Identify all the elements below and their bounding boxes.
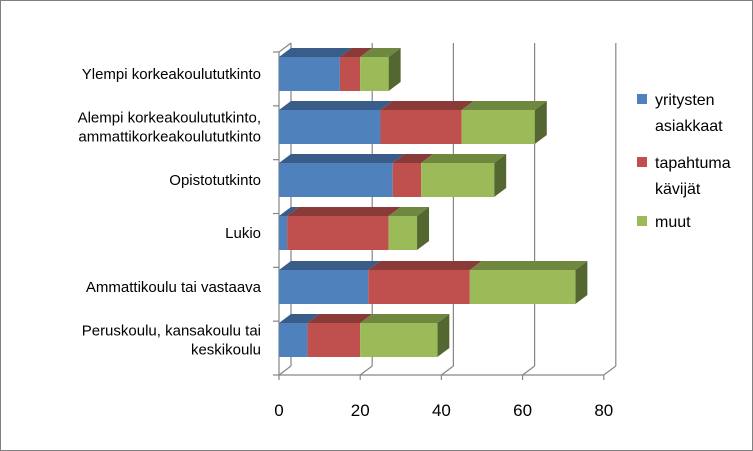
x-tick-label: 60 (513, 401, 532, 420)
category-label: Ammattikoulu tai vastaava (86, 279, 262, 296)
bar-side-face (388, 48, 401, 91)
legend-swatch (637, 94, 647, 104)
bar-segment-2 (360, 323, 438, 357)
category-label: Ylempi korkeakoulututkinto (82, 66, 261, 83)
bar-segment-1 (287, 216, 389, 250)
bar-top-face (279, 101, 393, 110)
floor-gridline (359, 365, 373, 376)
bar-side-face (494, 154, 507, 197)
floor-gridline (441, 365, 454, 376)
bar-side-face (534, 101, 547, 144)
grid-layer (273, 42, 617, 380)
bar-top-face (307, 314, 373, 323)
bar-segment-2 (388, 216, 418, 250)
legend-label: kävijät (655, 181, 701, 198)
bar-segment-0 (279, 270, 369, 304)
bar-side-face (437, 314, 450, 357)
bar-segment-2 (360, 57, 389, 91)
floor-gridline (278, 365, 292, 376)
legend: yritysten asiakkaat tapahtuma kävijät muut (637, 92, 731, 231)
bar-top-face (279, 207, 300, 216)
bar-top-face (279, 48, 352, 57)
floor-gridline (522, 365, 535, 376)
bar-segment-0 (279, 323, 308, 357)
x-tick-label: 0 (274, 401, 283, 420)
bar-segment-2 (469, 270, 576, 304)
bar-segment-2 (421, 163, 495, 197)
bar-segment-1 (307, 323, 361, 357)
category-label: Opistotutkinto (169, 172, 261, 189)
legend-swatch (637, 157, 647, 167)
x-tick-label: 80 (594, 401, 613, 420)
bar-segment-1 (368, 270, 470, 304)
legend-label: tapahtuma (655, 155, 731, 172)
x-tick-label: 20 (351, 401, 370, 420)
bar-top-face (287, 207, 401, 216)
bar-segment-0 (279, 216, 288, 250)
floor-gridline (603, 365, 617, 376)
bar-top-face (392, 154, 434, 163)
bars-layer (279, 48, 588, 357)
bar-top-face (368, 261, 482, 270)
category-label: keskikoulu (191, 342, 261, 359)
legend-label: muut (655, 214, 691, 231)
bar-segment-1 (380, 110, 462, 144)
category-labels: Ylempi korkeakoulututkinto Alempi korkeak… (78, 66, 262, 359)
bar-segment-0 (279, 110, 381, 144)
bar-top-face (360, 48, 401, 57)
category-label: Lukio (225, 225, 261, 242)
category-label: ammattikorkeakoulututkinto (78, 129, 261, 146)
bar-top-face (279, 261, 381, 270)
legend-label: yritysten (655, 92, 715, 109)
bar-top-face (380, 101, 474, 110)
x-tick-label: 40 (432, 401, 451, 420)
bar-segment-1 (339, 57, 361, 91)
legend-label: asiakkaat (655, 118, 723, 135)
bar-segment-1 (392, 163, 422, 197)
bar-top-face (279, 314, 320, 323)
bar-side-face (575, 261, 588, 304)
bar-side-face (417, 207, 430, 250)
bar-top-face (421, 154, 507, 163)
bar-top-face (279, 154, 405, 163)
bar-top-face (339, 48, 373, 57)
category-label: Alempi korkeakoulututkinto, (78, 110, 261, 127)
legend-swatch (637, 216, 647, 226)
bar-top-face (360, 314, 450, 323)
bar-segment-0 (279, 163, 393, 197)
bar-top-face (469, 261, 588, 270)
wall-edge (278, 42, 292, 53)
bar-segment-0 (279, 57, 340, 91)
category-label: Peruskoulu, kansakoulu tai (82, 323, 261, 340)
bar-segment-2 (461, 110, 535, 144)
x-axis-tick-labels: 0 20 40 60 80 (274, 401, 613, 420)
bar-top-face (388, 207, 430, 216)
bar-top-face (461, 101, 547, 110)
